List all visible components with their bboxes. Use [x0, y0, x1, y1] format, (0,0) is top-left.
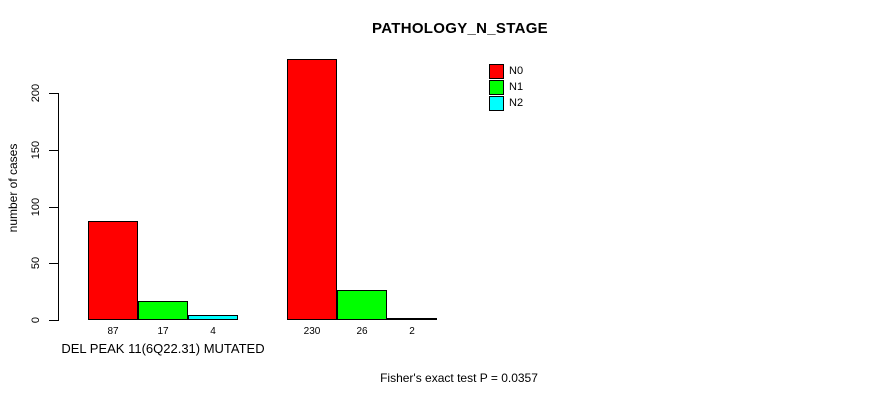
legend-swatch-n1	[489, 79, 504, 95]
chart-title: PATHOLOGY_N_STAGE	[372, 20, 548, 37]
bar-n2-group2	[387, 318, 437, 320]
legend-swatch-n0	[489, 63, 504, 79]
y-axis-tick-label: 0	[30, 316, 42, 324]
y-axis-tick-label: 150	[30, 140, 42, 160]
bar-n0-group1	[88, 221, 138, 320]
legend-swatch-n2	[489, 95, 504, 111]
y-axis-tick	[49, 320, 58, 321]
legend: N0 N1 N2	[489, 63, 523, 111]
bar-value-label: 87	[107, 326, 119, 337]
x-group-label: DEL PEAK 11(6Q22.31) MUTATED	[61, 341, 265, 356]
bar-value-label: 4	[210, 326, 216, 337]
legend-item-n2: N2	[489, 95, 523, 111]
legend-label: N2	[509, 97, 524, 109]
bar-value-label: 26	[356, 326, 368, 337]
bar-n0-group2	[287, 59, 337, 320]
y-axis-tick	[49, 207, 58, 208]
y-axis-tick	[49, 93, 58, 94]
y-axis-tick-label: 50	[30, 256, 42, 270]
bar-n2-group1	[188, 315, 238, 320]
legend-label: N1	[509, 81, 524, 93]
y-axis-tick-label: 200	[30, 83, 42, 103]
bar-value-label: 17	[157, 326, 169, 337]
fisher-test-annotation: Fisher's exact test P = 0.0357	[380, 371, 538, 385]
bar-n1-group1	[138, 301, 188, 320]
y-axis-tick	[49, 263, 58, 264]
bar-n1-group2	[337, 290, 387, 320]
y-axis-tick-label: 100	[30, 197, 42, 217]
legend-item-n0: N0	[489, 63, 523, 79]
legend-item-n1: N1	[489, 79, 523, 95]
legend-label: N0	[509, 65, 524, 77]
bar-value-label: 230	[303, 326, 321, 337]
y-axis-label: number of cases	[6, 143, 20, 233]
bar-value-label: 2	[409, 326, 415, 337]
y-axis-tick	[49, 150, 58, 151]
y-axis-line	[58, 93, 59, 321]
